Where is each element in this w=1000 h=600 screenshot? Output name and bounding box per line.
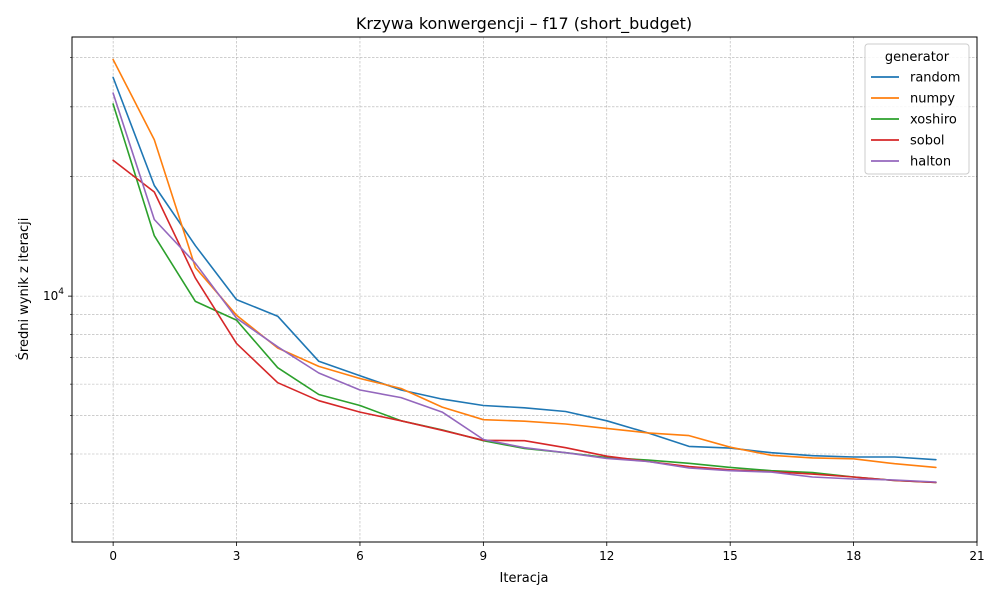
y-axis-title: Średni wynik z iteracji [16,218,32,361]
series-line-random [112,76,937,461]
grid [72,37,978,542]
legend-title: generator [885,50,950,65]
series-line-numpy [112,58,937,469]
legend-label-random: random [910,71,960,86]
x-axis-title: Iteracja [500,571,549,586]
chart-title: Krzywa konwergencji – f17 (short_budget) [356,14,692,34]
legend-label-xoshiro: xoshiro [910,113,957,128]
series-line-halton [112,92,937,483]
x-tick-label: 9 [480,549,488,563]
legend-label-numpy: numpy [910,92,955,107]
x-tick-label: 12 [599,549,614,563]
series-lines [112,58,937,484]
legend-label-halton: halton [910,155,951,170]
series-line-sobol [112,159,937,484]
x-tick-label: 21 [969,549,984,563]
plot-frame [71,36,978,543]
x-tick-label: 15 [723,549,738,563]
x-tick-label: 0 [109,549,117,563]
x-tick-label: 3 [233,549,241,563]
axis-ticks: 0 3 6 9 12 15 18 21 104 [43,56,985,563]
y-tick-label: 104 [43,287,64,303]
legend: generator random numpy xoshiro sobol halton [864,43,970,175]
x-tick-label: 6 [356,549,364,563]
x-tick-label: 18 [846,549,861,563]
legend-label-sobol: sobol [910,134,945,149]
